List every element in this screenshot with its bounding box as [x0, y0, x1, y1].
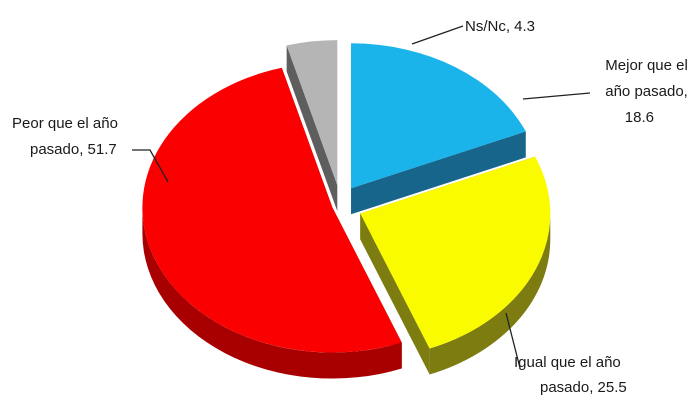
leader-line-mejor: [522, 92, 591, 100]
label-peor: Peor que el año pasado, 51.7: [12, 115, 122, 158]
label-igual: Igual que el año pasado, 25.5: [514, 354, 627, 396]
slice-mejor: [351, 43, 526, 189]
slice-mejor-side: [351, 131, 526, 215]
pie-top-layer: [142, 40, 551, 353]
slice-nsnc-wall: [286, 45, 338, 212]
leader-line-peor: [132, 149, 169, 183]
label-mejor: Mejor que el año pasado, 18.6: [605, 57, 692, 126]
leader-line-igual: [505, 312, 521, 369]
slice-igual-edge: [429, 213, 551, 375]
leader-lines: [132, 25, 591, 369]
slice-igual-wall: [360, 213, 430, 375]
label-nsnc: Ns/Nc, 4.3: [465, 18, 535, 35]
slice-nsnc-side: [286, 45, 338, 212]
slice-mejor-wall: [351, 131, 526, 215]
slice-peor: [142, 67, 402, 353]
slice-nsnc: [286, 40, 338, 186]
slice-igual: [360, 156, 551, 349]
slice-peor-edge: [142, 207, 402, 379]
leader-line-nsnc: [411, 25, 464, 45]
